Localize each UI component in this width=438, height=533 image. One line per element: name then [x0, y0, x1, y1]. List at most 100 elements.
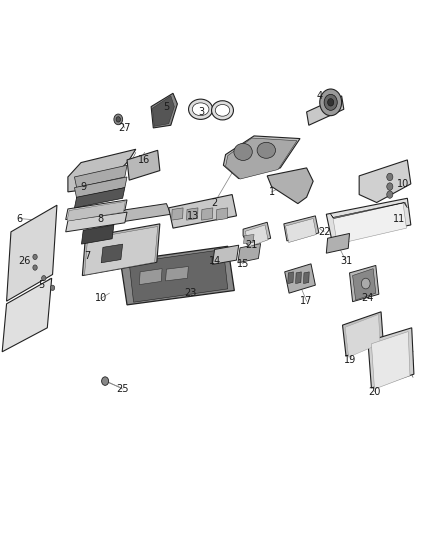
Text: 6: 6 [17, 214, 23, 223]
Text: 11: 11 [392, 214, 405, 223]
Circle shape [324, 94, 337, 110]
Polygon shape [226, 138, 297, 179]
Circle shape [361, 278, 370, 289]
Text: 10: 10 [397, 179, 409, 189]
Polygon shape [169, 195, 237, 228]
Polygon shape [2, 278, 52, 352]
Polygon shape [66, 212, 127, 232]
Polygon shape [371, 332, 410, 389]
Polygon shape [81, 225, 114, 244]
Circle shape [114, 114, 123, 125]
Polygon shape [296, 272, 301, 284]
Text: 27: 27 [119, 123, 131, 133]
Text: 10: 10 [95, 294, 107, 303]
Polygon shape [333, 203, 406, 244]
Polygon shape [172, 208, 183, 220]
Text: 9: 9 [80, 182, 86, 191]
Text: 1: 1 [268, 187, 275, 197]
Polygon shape [267, 168, 313, 204]
Text: 22: 22 [318, 227, 330, 237]
Polygon shape [74, 188, 125, 208]
Polygon shape [286, 219, 316, 243]
Text: 17: 17 [300, 296, 313, 306]
Polygon shape [331, 203, 407, 219]
Polygon shape [139, 269, 162, 285]
Polygon shape [284, 216, 319, 241]
Circle shape [320, 89, 342, 116]
Circle shape [102, 377, 109, 385]
Polygon shape [368, 328, 414, 388]
Polygon shape [216, 208, 228, 220]
Polygon shape [326, 233, 350, 253]
Polygon shape [359, 160, 411, 203]
Text: 2: 2 [212, 198, 218, 207]
Polygon shape [68, 149, 136, 192]
Polygon shape [166, 266, 188, 281]
Polygon shape [7, 205, 57, 301]
Polygon shape [345, 314, 380, 357]
Polygon shape [326, 198, 411, 241]
Polygon shape [288, 272, 293, 284]
Ellipse shape [215, 104, 230, 116]
Text: 31: 31 [340, 256, 352, 266]
Polygon shape [304, 272, 309, 284]
Polygon shape [82, 224, 160, 276]
Polygon shape [129, 249, 228, 302]
Circle shape [33, 254, 37, 260]
Polygon shape [74, 165, 127, 188]
Polygon shape [212, 245, 239, 264]
Polygon shape [244, 235, 254, 244]
Text: 19: 19 [344, 355, 357, 365]
Ellipse shape [192, 103, 209, 116]
Ellipse shape [234, 143, 252, 160]
Polygon shape [67, 201, 125, 221]
Text: 26: 26 [18, 256, 30, 266]
Polygon shape [187, 208, 198, 220]
Text: 7: 7 [85, 251, 91, 261]
Polygon shape [103, 204, 171, 224]
Text: 20: 20 [368, 387, 381, 397]
Polygon shape [353, 269, 376, 300]
Ellipse shape [257, 142, 276, 158]
Circle shape [50, 285, 55, 290]
Polygon shape [66, 200, 127, 220]
Text: 8: 8 [98, 214, 104, 223]
Polygon shape [245, 225, 268, 247]
Ellipse shape [189, 99, 213, 119]
Polygon shape [285, 264, 315, 293]
Circle shape [33, 265, 37, 270]
Polygon shape [238, 244, 261, 263]
Text: 15: 15 [237, 259, 249, 269]
Text: 23: 23 [184, 288, 197, 298]
Polygon shape [307, 96, 344, 125]
Text: 14: 14 [208, 256, 221, 266]
Polygon shape [127, 150, 160, 180]
Polygon shape [350, 265, 379, 302]
Polygon shape [201, 208, 213, 220]
Circle shape [328, 99, 334, 106]
Text: 16: 16 [138, 155, 151, 165]
Circle shape [387, 183, 393, 190]
Text: 5: 5 [163, 102, 170, 111]
Polygon shape [223, 136, 300, 179]
Text: 24: 24 [362, 294, 374, 303]
Circle shape [387, 191, 393, 198]
Ellipse shape [212, 101, 233, 120]
Text: 25: 25 [117, 384, 129, 394]
Polygon shape [85, 227, 158, 275]
Text: 21: 21 [246, 240, 258, 250]
Circle shape [387, 173, 393, 181]
Circle shape [42, 276, 46, 281]
Polygon shape [151, 93, 177, 128]
Polygon shape [243, 222, 271, 245]
Text: 13: 13 [187, 211, 199, 221]
Polygon shape [120, 246, 234, 305]
Polygon shape [101, 244, 123, 263]
Circle shape [116, 117, 120, 122]
Text: 4: 4 [317, 91, 323, 101]
Polygon shape [343, 312, 383, 356]
Text: 5: 5 [39, 280, 45, 290]
Text: 3: 3 [198, 107, 205, 117]
Polygon shape [152, 96, 174, 126]
Polygon shape [74, 177, 127, 198]
